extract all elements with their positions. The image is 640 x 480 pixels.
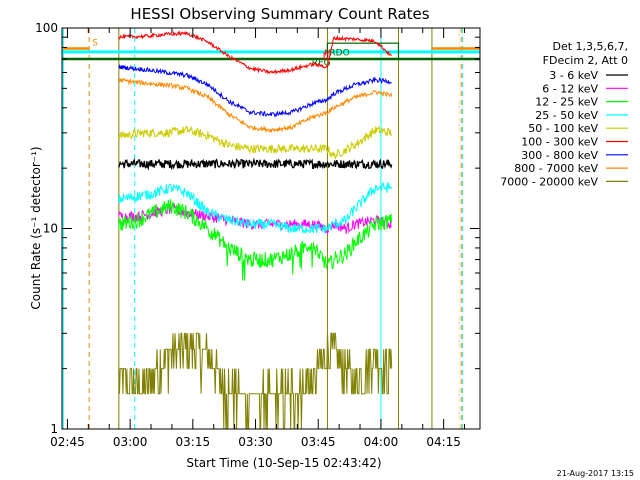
legend-label-4: 50 - 100 keV (528, 122, 598, 135)
legend-label-8: 7000 - 20000 keV (500, 175, 598, 188)
legend-label-1: 6 - 12 keV (542, 82, 598, 95)
series-line-3-6keV (118, 157, 393, 171)
y-axis-label: Count Rate (s⁻¹ detector⁻¹) (29, 146, 43, 309)
x-tick-label-4: 03:45 (301, 435, 336, 449)
x-tick-label-2: 03:15 (176, 435, 211, 449)
annotation-label-rdo: RDO (329, 49, 349, 59)
y-tick-label-1: 10 (43, 222, 58, 236)
series-line-25-50keV (118, 181, 393, 234)
rdo-box (326, 42, 400, 60)
x-tick-label-6: 04:15 (426, 435, 461, 449)
chart-title: HESSI Observing Summary Count Rates (130, 5, 429, 23)
annotation-label-m: M (324, 48, 331, 57)
legend-label-0: 3 - 6 keV (549, 69, 598, 82)
legend-label-5: 100 - 300 keV (521, 136, 598, 149)
x-tick-label-1: 03:00 (113, 435, 148, 449)
y-tick-label-0: 1 (50, 422, 58, 436)
legend-header-0: Det 1,3,5,6,7, (552, 40, 628, 53)
legend-label-3: 25 - 50 keV (535, 109, 598, 122)
x-tick-label-0: 02:45 (50, 435, 85, 449)
x-axis-label: Start Time (10-Sep-15 02:43:42) (186, 456, 381, 470)
legend-label-6: 300 - 800 keV (521, 149, 598, 162)
series-line-50-100keV (118, 125, 392, 160)
annotation-label-s: S (92, 38, 98, 48)
series-line-800-7000keV (118, 77, 393, 134)
series-line-7000-20000keV (118, 332, 393, 430)
axes: 1 10 100 02:45 03:00 03:15 03:30 03:45 04:00 04:1… (35, 21, 481, 449)
series-line-12-25keV (118, 199, 393, 281)
legend: Det 1,3,5,6,7,FDecim 2, Att 0 3 - 6 keV6 … (500, 40, 628, 188)
series-line-100-300keV (118, 30, 392, 75)
legend-label-7: 800 - 7000 keV (514, 162, 598, 175)
series-line-300-800keV (118, 63, 392, 118)
x-tick-label-3: 03:30 (238, 435, 273, 449)
series-group (118, 30, 393, 430)
annotation-label-reg: REG (312, 59, 331, 69)
legend-label-2: 12 - 25 keV (535, 96, 598, 109)
y-tick-label-2: 100 (35, 21, 58, 35)
m-marker-box (323, 52, 329, 60)
timestamp: 21-Aug-2017 13:15 (557, 469, 634, 478)
x-tick-label-5: 04:00 (364, 435, 399, 449)
legend-header-1: FDecim 2, Att 0 (543, 54, 628, 67)
